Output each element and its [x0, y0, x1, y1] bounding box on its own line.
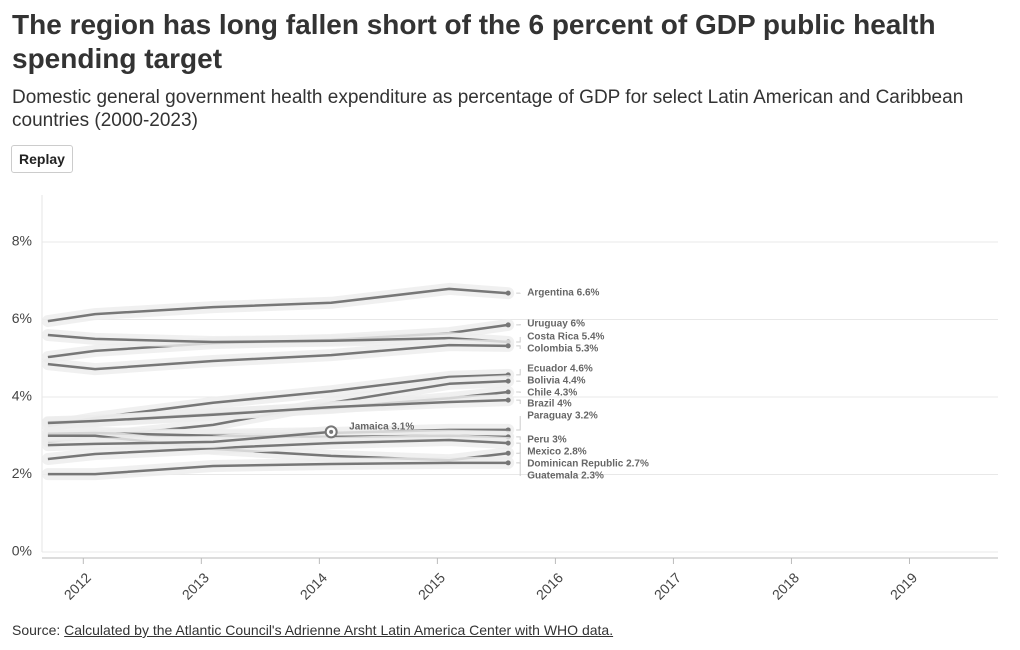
series-line	[47, 430, 332, 447]
y-tick-label: 2%	[12, 465, 32, 481]
end-dot	[505, 389, 511, 395]
series-label: Argentina 6.6%	[527, 288, 599, 299]
y-tick-label: 8%	[12, 233, 32, 249]
x-tick-label: 2013	[179, 569, 212, 602]
series-label: Ecuador 4.6%	[527, 364, 593, 375]
end-dot	[505, 440, 511, 446]
x-tick-label: 2014	[297, 569, 330, 602]
label-leader	[516, 462, 521, 476]
source: Source: Calculated by the Atlantic Counc…	[12, 622, 613, 638]
title: The region has long fallen short of the …	[12, 9, 936, 74]
series-label: Mexico 2.8%	[527, 447, 587, 458]
end-dot	[505, 460, 511, 466]
x-tick-label: 2018	[769, 569, 802, 602]
series-label: Uruguay 6%	[527, 319, 585, 330]
label-leader	[516, 399, 521, 404]
label-leader	[516, 369, 521, 376]
label-leader	[516, 391, 521, 393]
end-dot	[505, 322, 511, 328]
end-dot	[505, 450, 511, 456]
series-label: Bolivia 4.4%	[527, 376, 585, 387]
series-label: Peru 3%	[527, 435, 567, 446]
x-tick-label: 2019	[887, 569, 920, 602]
series-line	[47, 287, 509, 323]
series-label: Dominican Republic 2.7%	[527, 459, 649, 470]
label-leader	[516, 436, 521, 440]
series-line	[47, 438, 509, 461]
series-label: Costa Rica 5.4%	[527, 332, 604, 343]
series-line	[47, 398, 509, 425]
label-leader	[516, 345, 521, 349]
y-tick-label: 6%	[12, 310, 32, 326]
series-label: Paraguay 3.2%	[527, 411, 598, 422]
end-dot-core	[329, 429, 334, 434]
end-dot	[505, 290, 511, 296]
y-tick-label: 0%	[12, 543, 32, 559]
x-tick-label: 2012	[61, 569, 94, 602]
label-leader	[516, 324, 521, 326]
label-leader	[516, 337, 521, 343]
label-leader	[516, 452, 521, 454]
series-line	[47, 343, 509, 371]
series-label: Jamaica 3.1%	[349, 422, 414, 433]
source-link[interactable]: Calculated by the Atlantic Council's Adr…	[64, 622, 614, 638]
end-dot	[505, 397, 511, 403]
end-dot	[505, 378, 511, 384]
end-dot	[505, 343, 511, 349]
series-label: Brazil 4%	[527, 399, 572, 410]
series-label: Colombia 5.3%	[527, 344, 598, 355]
source-prefix: Source:	[12, 622, 61, 638]
series-line	[47, 461, 509, 476]
series-label: Chile 4.3%	[527, 388, 577, 399]
series-line	[47, 333, 509, 344]
x-tick-label: 2016	[533, 569, 566, 602]
y-tick-label: 4%	[12, 388, 32, 404]
label-leader	[516, 416, 521, 431]
x-tick-label: 2015	[415, 569, 448, 602]
series-label: Guatemala 2.3%	[527, 471, 604, 482]
replay-button[interactable]: Replay	[11, 145, 73, 173]
label-leader	[516, 442, 521, 464]
x-tick-label: 2017	[651, 569, 684, 602]
subtitle: Domestic general government health expen…	[12, 87, 964, 131]
